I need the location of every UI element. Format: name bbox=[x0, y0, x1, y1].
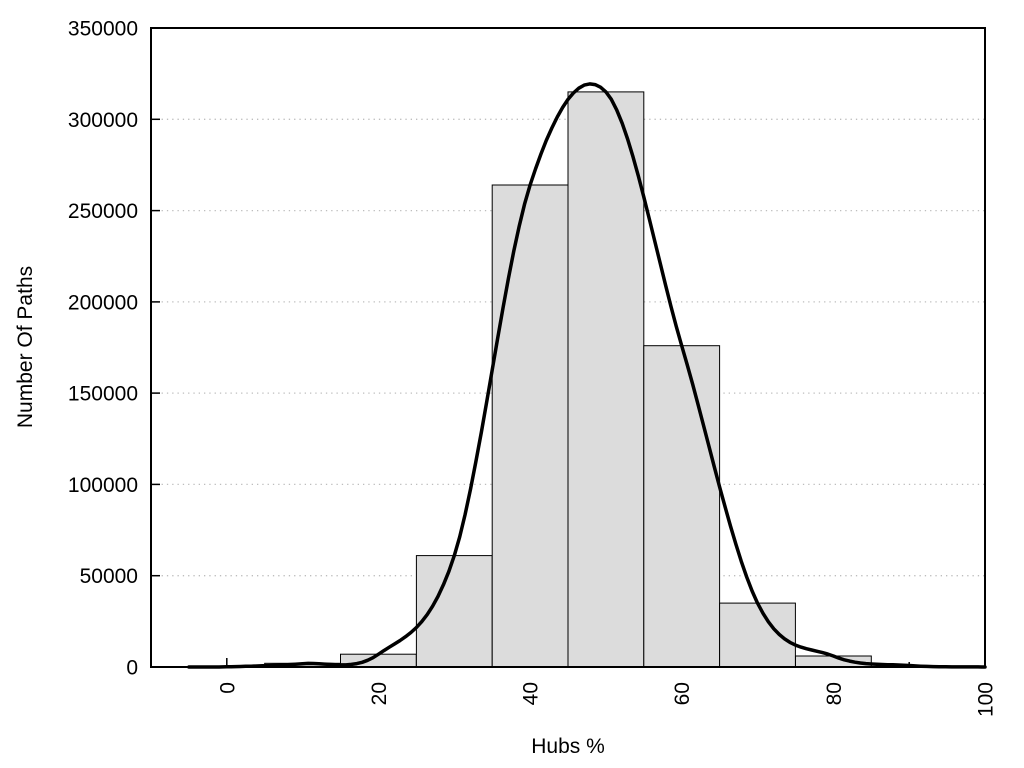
y-tick-label: 150000 bbox=[68, 383, 138, 406]
y-tick-label: 200000 bbox=[68, 291, 138, 314]
histogram-bar bbox=[567, 91, 645, 668]
plot-frame bbox=[150, 27, 986, 668]
grid-layer bbox=[151, 118, 985, 577]
x-tick-label: 100 bbox=[975, 682, 998, 717]
x-tick-label: 40 bbox=[520, 682, 543, 705]
y-tick-label: 50000 bbox=[80, 565, 138, 588]
bars-layer bbox=[264, 91, 872, 668]
histogram-bar bbox=[719, 602, 796, 668]
x-tick-label: 0 bbox=[216, 682, 239, 694]
y-tick-label: 0 bbox=[126, 657, 138, 680]
tick-label-layer: 0 50000 100000 150000 200000 250000 300000 3500… bbox=[68, 18, 998, 718]
x-tick-label: 60 bbox=[671, 682, 694, 705]
y-tick-label: 350000 bbox=[68, 18, 138, 41]
histogram-bar bbox=[491, 184, 569, 668]
x-tick-label: 20 bbox=[368, 682, 391, 705]
frame-layer bbox=[150, 27, 986, 668]
y-tick-label: 100000 bbox=[68, 474, 138, 497]
histogram-bar bbox=[643, 345, 721, 668]
curve-layer bbox=[187, 82, 987, 669]
y-tick-label: 300000 bbox=[68, 109, 138, 132]
x-tick-label: 80 bbox=[823, 682, 846, 705]
fit-curve bbox=[187, 82, 987, 669]
x-axis-title: Hubs % bbox=[531, 735, 605, 758]
y-axis-title: Number Of Paths bbox=[14, 266, 37, 428]
y-tick-label: 250000 bbox=[68, 200, 138, 223]
